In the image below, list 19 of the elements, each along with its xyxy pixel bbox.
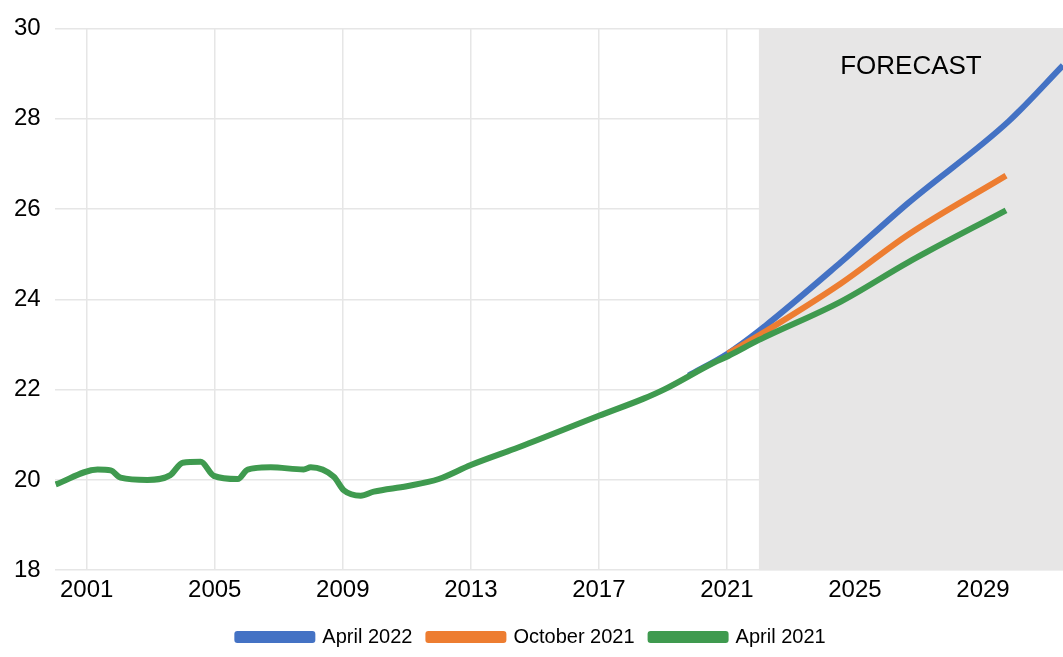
legend-label: October 2021 bbox=[513, 624, 635, 647]
legend-label: April 2022 bbox=[322, 624, 413, 647]
x-tick-label: 2001 bbox=[60, 575, 114, 603]
y-tick-label: 20 bbox=[13, 464, 41, 492]
x-tick-label: 2005 bbox=[188, 575, 242, 603]
x-tick-label: 2025 bbox=[828, 575, 882, 603]
band-label: FORECAST bbox=[840, 49, 982, 80]
y-tick-label: 18 bbox=[13, 554, 41, 582]
legend-label: April 2021 bbox=[735, 624, 826, 647]
x-tick-label: 2013 bbox=[444, 575, 498, 603]
y-tick-label: 26 bbox=[13, 193, 41, 221]
y-tick-label: 28 bbox=[13, 103, 41, 131]
x-tick-label: 2009 bbox=[316, 575, 370, 603]
x-tick-label: 2017 bbox=[572, 575, 626, 603]
y-tick-label: 24 bbox=[13, 283, 41, 311]
y-tick-label: 22 bbox=[13, 374, 41, 402]
x-tick-label: 2029 bbox=[956, 575, 1010, 603]
y-tick-label: 30 bbox=[13, 13, 41, 41]
x-tick-label: 2021 bbox=[700, 575, 754, 603]
